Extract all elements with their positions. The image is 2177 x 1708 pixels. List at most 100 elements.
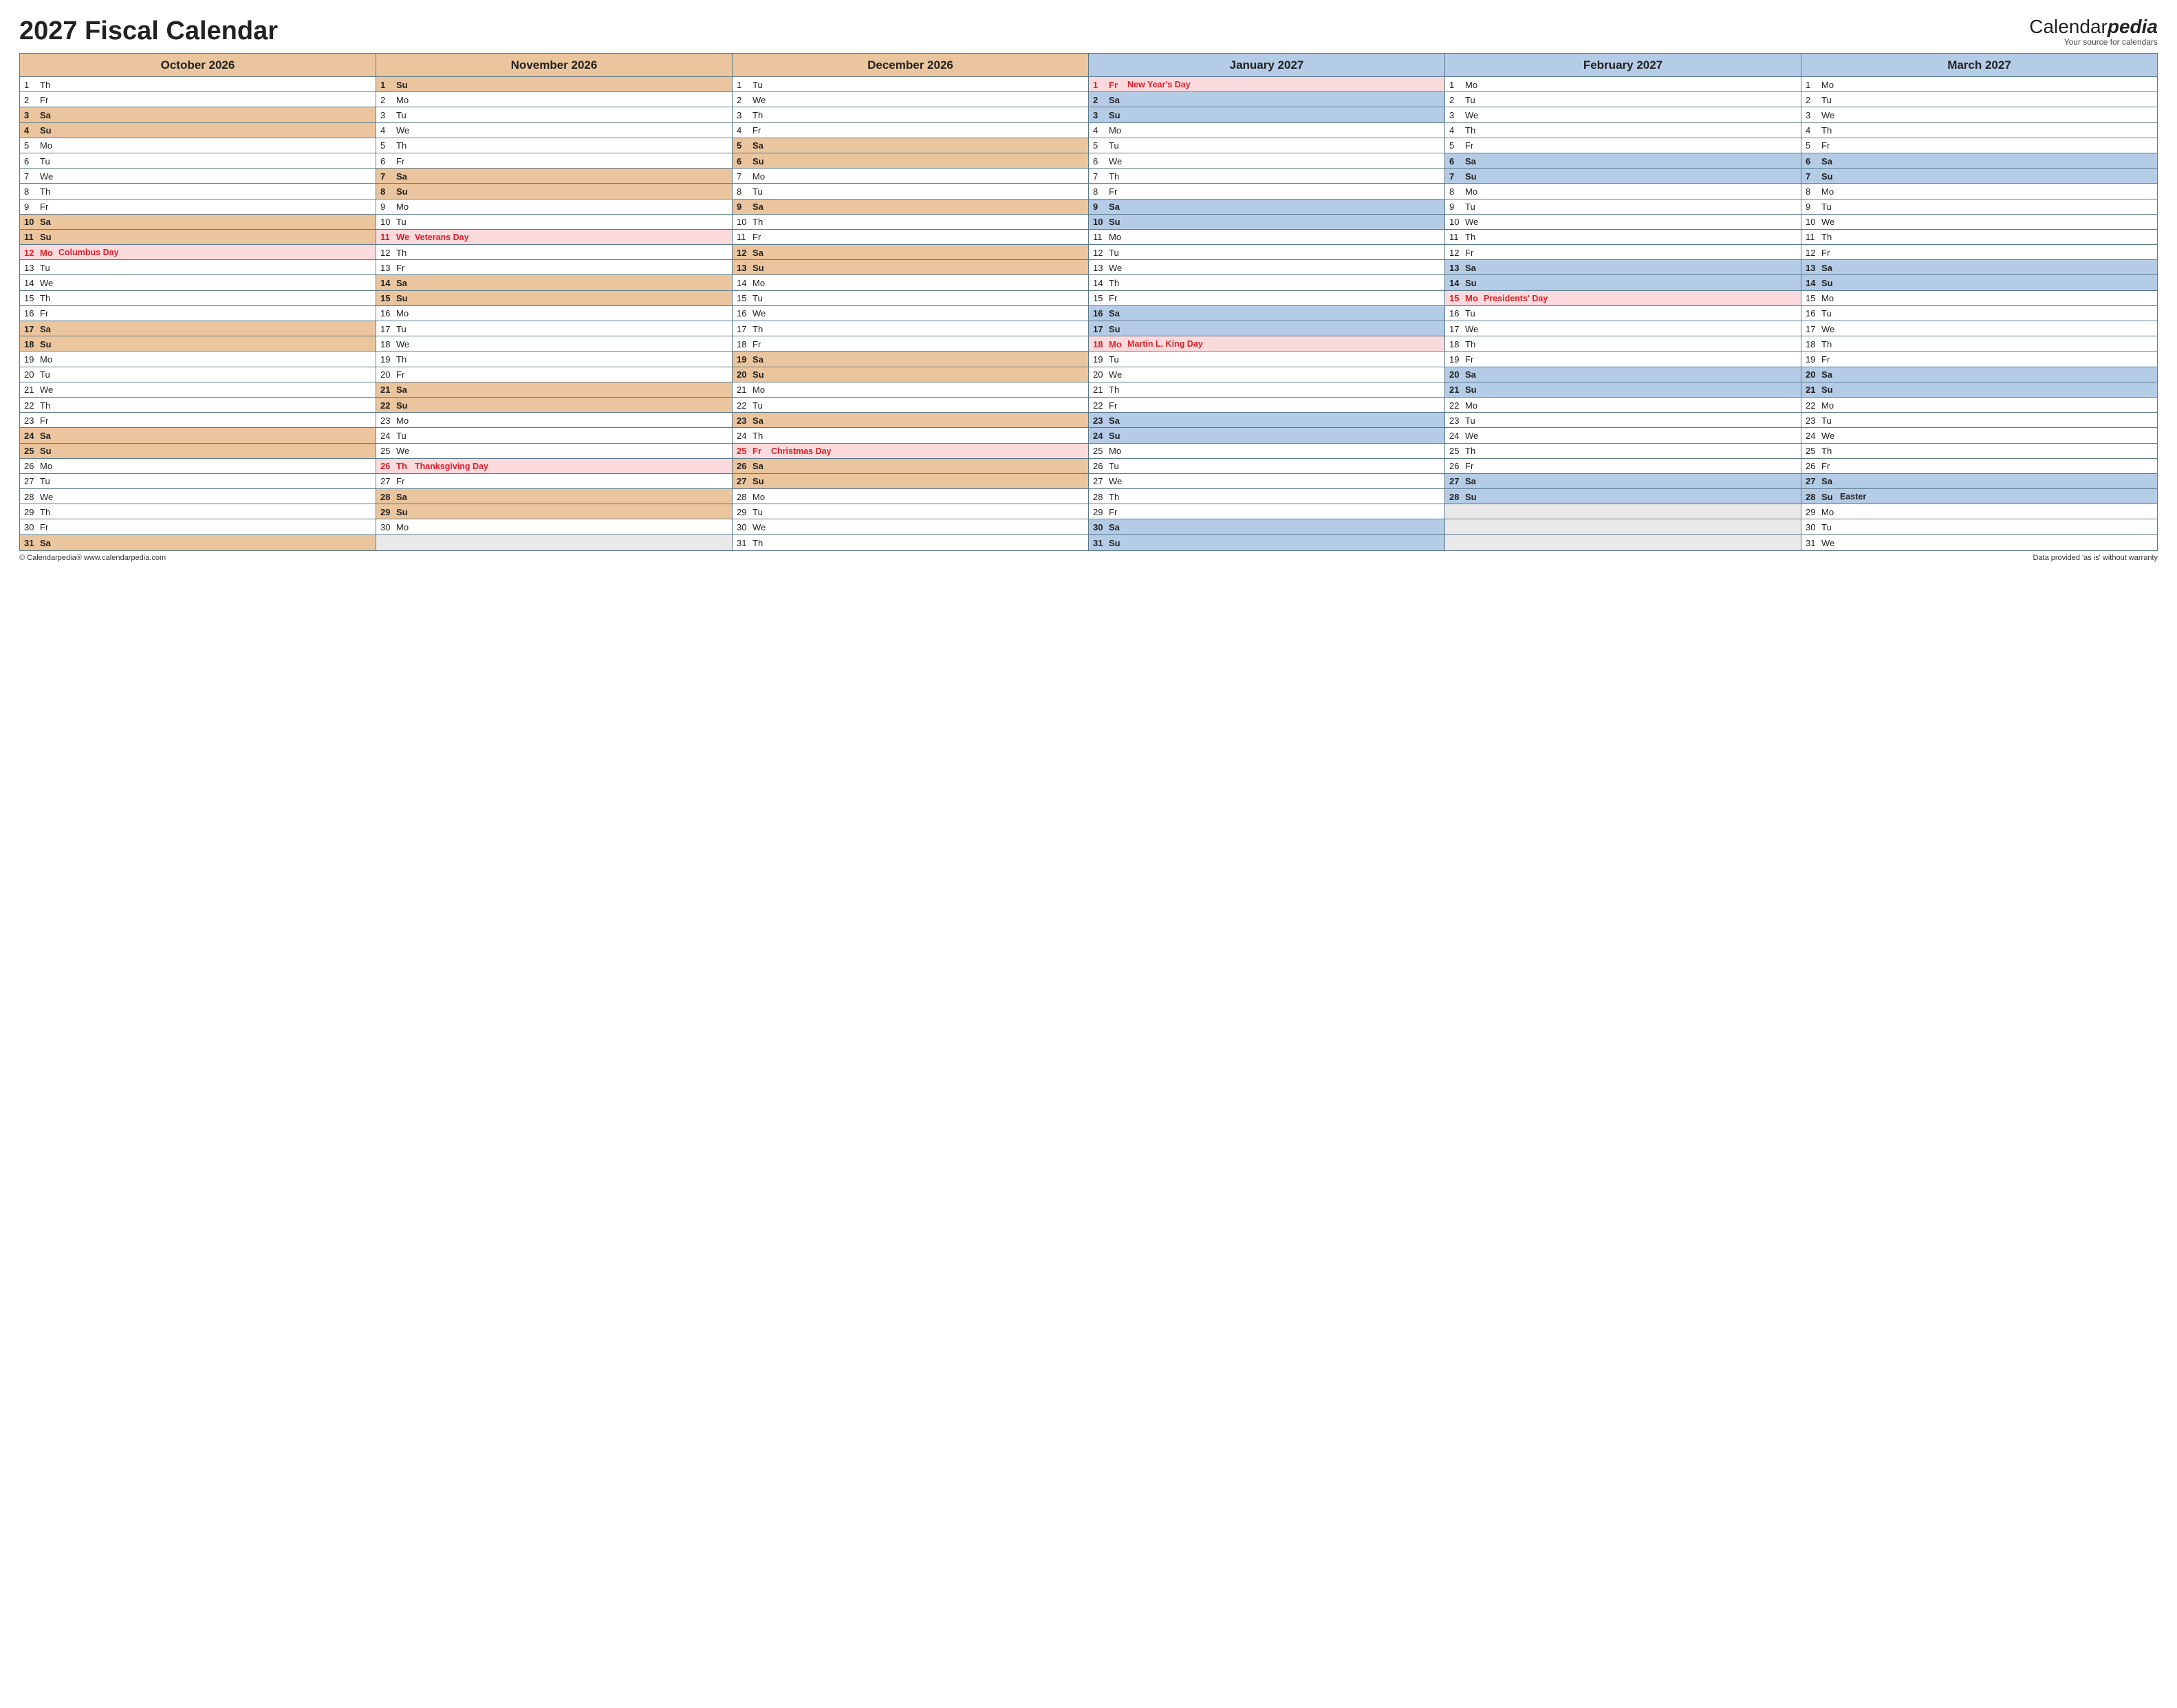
day-number: 10 — [1093, 217, 1105, 227]
day-cell: 13Su — [733, 260, 1088, 275]
day-blank — [1445, 535, 1801, 550]
day-cell: 28 We — [20, 489, 376, 504]
day-number: 13 — [24, 263, 36, 273]
day-cell: 4 Su — [20, 123, 376, 138]
day-cell: 11Th — [1445, 230, 1801, 245]
day-cell: 19Mo — [20, 352, 376, 367]
day-number: 4 — [24, 125, 36, 136]
day-number: 6 — [380, 156, 393, 166]
day-number: 30 — [1093, 522, 1105, 532]
day-cell: 22Mo — [1445, 398, 1801, 413]
day-number: 12 — [24, 248, 36, 258]
day-weekday: Tu — [396, 324, 411, 334]
day-weekday: Th — [752, 538, 768, 548]
day-cell: 10Th — [733, 215, 1088, 230]
day-weekday: Tu — [752, 80, 768, 90]
day-weekday: We — [40, 171, 55, 182]
day-cell: 28Su — [1445, 489, 1801, 504]
day-weekday: Mo — [1821, 400, 1837, 411]
day-weekday: We — [1109, 263, 1124, 273]
day-weekday: Mo — [1109, 339, 1124, 349]
day-number: 25 — [1093, 446, 1105, 456]
day-weekday: Th — [1109, 171, 1124, 182]
day-cell: 18Fr — [733, 336, 1088, 352]
day-weekday: We — [1821, 431, 1837, 441]
day-cell: 17We — [1445, 321, 1801, 336]
day-cell: 20Fr — [376, 367, 732, 382]
day-weekday: We — [40, 278, 55, 288]
day-cell: 6Sa — [1801, 153, 2157, 169]
day-number: 28 — [1806, 492, 1818, 502]
day-weekday: Sa — [1109, 202, 1124, 212]
day-weekday: Su — [396, 80, 411, 90]
day-weekday: We — [396, 125, 411, 136]
day-number: 18 — [380, 339, 393, 349]
day-weekday: Tu — [40, 156, 55, 166]
day-weekday: Fr — [1821, 461, 1837, 471]
calendar-grid: October 20261Th2Fr3Sa4Su5Mo6Tu7We8Th9Fr1… — [19, 53, 2158, 551]
day-cell: 12Sa — [733, 245, 1088, 260]
day-event: New Year's Day — [1127, 80, 1440, 89]
day-weekday: Sa — [1821, 156, 1837, 166]
day-weekday: Sa — [752, 202, 768, 212]
day-cell: 7We — [20, 169, 376, 184]
day-weekday: Sa — [396, 171, 411, 182]
day-cell: 24Su — [1089, 428, 1444, 443]
day-number: 17 — [1449, 324, 1462, 334]
day-blank — [1445, 519, 1801, 534]
day-cell: 5Fr — [1801, 138, 2157, 153]
day-weekday: We — [1821, 110, 1837, 120]
day-cell: 25Su — [20, 444, 376, 459]
day-weekday: Mo — [1465, 400, 1480, 411]
day-number: 9 — [380, 202, 393, 212]
day-cell: 13We — [1089, 260, 1444, 275]
day-weekday: Sa — [40, 110, 55, 120]
day-number: 28 — [24, 492, 36, 502]
day-weekday: Su — [40, 125, 55, 136]
day-number: 4 — [1449, 125, 1462, 136]
day-number: 15 — [380, 293, 393, 303]
day-number: 11 — [380, 232, 393, 242]
day-cell: 13Sa — [1801, 260, 2157, 275]
day-weekday: Mo — [396, 202, 411, 212]
day-number: 15 — [1093, 293, 1105, 303]
day-weekday: Mo — [1821, 186, 1837, 197]
day-cell: 23Fr — [20, 413, 376, 428]
day-number: 25 — [737, 446, 749, 456]
day-cell: 30Tu — [1801, 519, 2157, 534]
day-cell: 27Fr — [376, 474, 732, 489]
day-number: 3 — [1093, 110, 1105, 120]
day-event: Veterans Day — [415, 233, 728, 242]
month-column: January 20271FrNew Year's Day2Sa3Su4Mo5T… — [1088, 54, 1444, 550]
day-number: 8 — [1449, 186, 1462, 197]
day-number: 27 — [1806, 476, 1818, 486]
day-weekday: Sa — [40, 217, 55, 227]
day-cell: 25Th — [1445, 444, 1801, 459]
day-cell: 25FrChristmas Day — [733, 444, 1088, 459]
day-number: 12 — [1806, 248, 1818, 258]
month-column: March 20271Mo2Tu3We4Th5Fr6Sa7Su8Mo9Tu10W… — [1801, 54, 2157, 550]
day-blank — [376, 535, 732, 550]
day-weekday: We — [40, 492, 55, 502]
day-weekday: Tu — [40, 476, 55, 486]
day-weekday: Th — [1109, 278, 1124, 288]
day-number: 11 — [1449, 232, 1462, 242]
day-cell: 18Su — [20, 336, 376, 352]
day-cell: 28Mo — [733, 489, 1088, 504]
day-cell: 23Mo — [376, 413, 732, 428]
day-number: 14 — [737, 278, 749, 288]
day-number: 1 — [737, 80, 749, 90]
day-cell: 4Th — [1445, 123, 1801, 138]
day-cell: 5Mo — [20, 138, 376, 153]
day-weekday: Fr — [752, 339, 768, 349]
day-cell: 18Th — [1801, 336, 2157, 352]
day-number: 16 — [1806, 308, 1818, 318]
day-number: 30 — [1806, 522, 1818, 532]
month-header: March 2027 — [1801, 54, 2157, 77]
day-number: 2 — [1093, 95, 1105, 105]
day-weekday: Sa — [40, 538, 55, 548]
day-weekday: Sa — [752, 354, 768, 365]
day-weekday: Th — [40, 186, 55, 197]
day-weekday: Fr — [40, 308, 55, 318]
day-weekday: Fr — [1109, 400, 1124, 411]
